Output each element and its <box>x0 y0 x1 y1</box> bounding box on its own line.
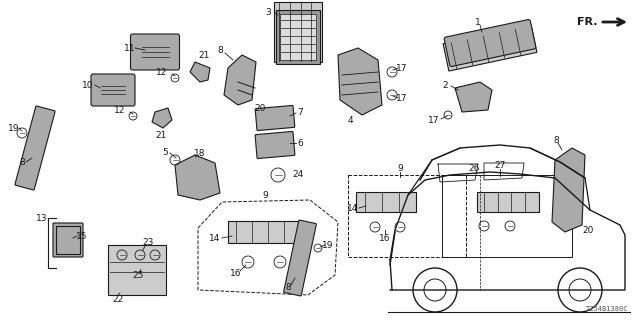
Text: 26: 26 <box>468 164 480 172</box>
Text: 8: 8 <box>285 284 291 292</box>
Text: TZ54B1380C: TZ54B1380C <box>586 306 628 312</box>
Text: 1: 1 <box>475 18 481 27</box>
FancyBboxPatch shape <box>284 220 316 296</box>
Text: 15: 15 <box>76 231 88 241</box>
Text: 11: 11 <box>124 44 136 52</box>
Bar <box>443 25 537 71</box>
Polygon shape <box>455 82 492 112</box>
Text: 17: 17 <box>396 93 408 102</box>
Text: 17: 17 <box>396 63 408 73</box>
Bar <box>276 10 320 64</box>
FancyBboxPatch shape <box>15 106 55 190</box>
Text: 6: 6 <box>297 139 303 148</box>
Polygon shape <box>175 155 220 200</box>
Text: 9: 9 <box>397 164 403 172</box>
Circle shape <box>558 268 602 312</box>
Bar <box>356 192 416 212</box>
Bar <box>108 245 166 295</box>
Text: 25: 25 <box>132 270 144 279</box>
Polygon shape <box>552 148 585 232</box>
Text: 13: 13 <box>36 213 48 222</box>
Text: 7: 7 <box>297 108 303 116</box>
Polygon shape <box>190 62 210 82</box>
Text: 4: 4 <box>347 116 353 124</box>
FancyBboxPatch shape <box>444 20 536 67</box>
Text: 14: 14 <box>209 234 221 243</box>
Text: 18: 18 <box>195 148 205 157</box>
Text: 12: 12 <box>115 106 125 115</box>
Text: 23: 23 <box>142 237 154 246</box>
Text: 24: 24 <box>292 170 303 179</box>
FancyBboxPatch shape <box>255 106 295 131</box>
Text: 21: 21 <box>198 51 210 60</box>
Text: 14: 14 <box>348 204 358 212</box>
Circle shape <box>413 268 457 312</box>
Text: 20: 20 <box>254 103 266 113</box>
Polygon shape <box>152 108 172 128</box>
Bar <box>280 14 316 60</box>
Text: 16: 16 <box>230 268 242 277</box>
FancyBboxPatch shape <box>131 34 179 70</box>
Polygon shape <box>338 48 382 115</box>
Bar <box>477 192 539 212</box>
Text: 19: 19 <box>8 124 20 132</box>
Text: 17: 17 <box>428 116 440 124</box>
Text: 27: 27 <box>494 161 506 170</box>
Text: 19: 19 <box>323 241 333 250</box>
Polygon shape <box>224 55 256 105</box>
Bar <box>56 226 80 254</box>
Text: 5: 5 <box>162 148 168 156</box>
Text: 8: 8 <box>19 157 25 166</box>
Bar <box>228 221 300 243</box>
Text: 9: 9 <box>262 190 268 199</box>
Text: 16: 16 <box>380 234 391 243</box>
Bar <box>348 175 466 257</box>
Text: 12: 12 <box>156 68 168 76</box>
Text: 8: 8 <box>553 135 559 145</box>
Text: 21: 21 <box>156 131 166 140</box>
Text: 10: 10 <box>83 81 93 90</box>
Text: 20: 20 <box>582 226 594 235</box>
Text: 8: 8 <box>217 45 223 54</box>
FancyBboxPatch shape <box>91 74 135 106</box>
Text: FR.: FR. <box>577 17 597 27</box>
Text: 22: 22 <box>113 295 124 305</box>
FancyBboxPatch shape <box>53 223 83 257</box>
Text: 2: 2 <box>442 81 448 90</box>
Bar <box>274 2 322 62</box>
FancyBboxPatch shape <box>255 132 295 158</box>
Text: 3: 3 <box>265 7 271 17</box>
Bar <box>442 175 572 257</box>
